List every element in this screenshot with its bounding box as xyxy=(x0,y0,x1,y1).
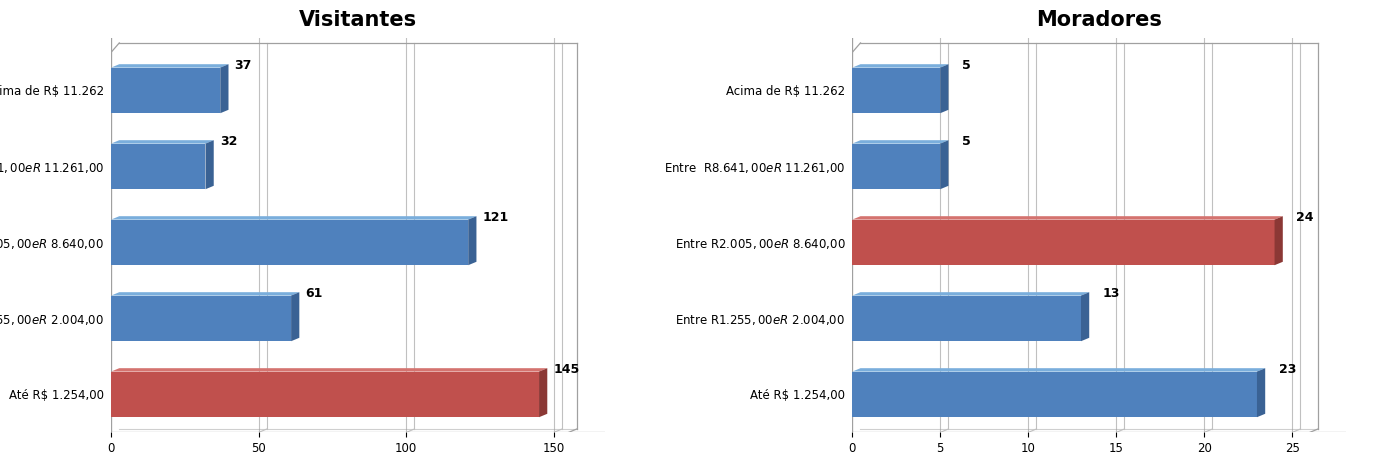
Polygon shape xyxy=(852,64,948,68)
Polygon shape xyxy=(852,144,940,189)
Polygon shape xyxy=(1081,292,1090,341)
Polygon shape xyxy=(852,296,1081,341)
Polygon shape xyxy=(852,140,948,144)
Polygon shape xyxy=(852,219,1274,265)
Polygon shape xyxy=(111,216,476,219)
Polygon shape xyxy=(1274,216,1283,265)
Text: 5: 5 xyxy=(962,135,970,149)
Polygon shape xyxy=(111,64,229,68)
Text: 5: 5 xyxy=(962,59,970,72)
Polygon shape xyxy=(940,140,948,189)
Text: 13: 13 xyxy=(1102,287,1120,300)
Polygon shape xyxy=(291,292,300,341)
Polygon shape xyxy=(111,372,539,417)
Text: 23: 23 xyxy=(1278,363,1296,376)
Polygon shape xyxy=(468,216,476,265)
Text: 32: 32 xyxy=(219,135,237,149)
Polygon shape xyxy=(111,292,300,296)
Polygon shape xyxy=(852,368,1266,372)
Polygon shape xyxy=(111,140,214,144)
Polygon shape xyxy=(539,368,547,417)
Polygon shape xyxy=(852,292,1090,296)
Title: Moradores: Moradores xyxy=(1037,10,1162,31)
Polygon shape xyxy=(111,68,221,113)
Polygon shape xyxy=(221,64,229,113)
Title: Visitantes: Visitantes xyxy=(298,10,418,31)
Polygon shape xyxy=(111,368,547,372)
Polygon shape xyxy=(111,144,205,189)
Polygon shape xyxy=(205,140,214,189)
Polygon shape xyxy=(852,372,1258,417)
Polygon shape xyxy=(852,68,940,113)
Polygon shape xyxy=(1258,368,1266,417)
Text: 61: 61 xyxy=(305,287,323,300)
Text: 24: 24 xyxy=(1296,212,1313,224)
Text: 145: 145 xyxy=(554,363,580,376)
Text: 37: 37 xyxy=(235,59,251,72)
Text: 121: 121 xyxy=(483,212,509,224)
Polygon shape xyxy=(940,64,948,113)
Polygon shape xyxy=(111,219,468,265)
Polygon shape xyxy=(111,296,291,341)
Polygon shape xyxy=(852,216,1283,219)
